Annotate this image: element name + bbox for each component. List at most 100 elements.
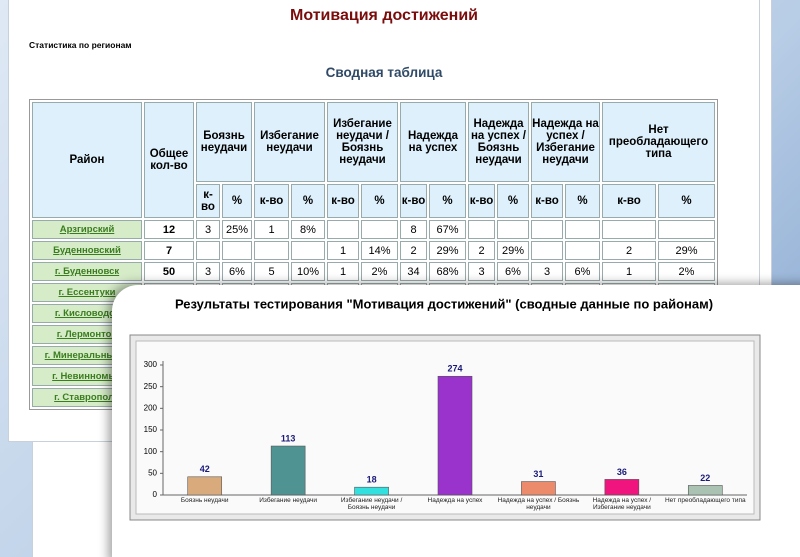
x-tick-label: Надежда на успех / Боязнь неудачи: [497, 497, 580, 511]
header-cell: к-во: [468, 184, 495, 218]
table-cell: [361, 220, 398, 239]
bar: [604, 479, 640, 496]
table-cell: 6%: [497, 262, 529, 281]
header-cell: к-во: [602, 184, 656, 218]
y-tick-label: 300: [144, 360, 158, 369]
x-label-box: Надежда на успех / Боязнь неудачи: [497, 497, 580, 511]
value-label: 18: [367, 475, 377, 485]
header-cell: Боязнь неудачи: [196, 102, 252, 182]
x-label-box: Надежда на успех: [427, 497, 483, 504]
table-row: к-во% к-во% к-во% к-во% к-во% к-во% к-во%: [32, 184, 715, 218]
table-cell: 29%: [497, 241, 529, 260]
value-label: 31: [533, 469, 543, 479]
y-tick-label: 0: [153, 490, 158, 499]
x-tick-label: Надежда на успех: [427, 497, 483, 504]
chart: Результаты тестирования "Мотивация дости…: [129, 296, 761, 521]
table-cell: 12: [144, 220, 194, 239]
y-tick-label: 50: [148, 468, 157, 477]
table-cell: 10%: [291, 262, 325, 281]
header-cell: %: [429, 184, 466, 218]
header-cell: к-во: [531, 184, 563, 218]
table-cell: [565, 220, 600, 239]
header-cell: Надежда на успех: [400, 102, 466, 182]
y-tick-label: 250: [144, 382, 158, 391]
table-cell: [565, 241, 600, 260]
table-cell: [531, 220, 563, 239]
table-row: Буденновский 7 1 14% 2 29% 2 29% 2 29%: [32, 241, 715, 260]
x-tick-label: Избегание неудачи / Боязнь неудачи: [340, 497, 403, 511]
table-cell: 29%: [658, 241, 715, 260]
header-cell: Избегание неудачи / Боязнь неудачи: [327, 102, 398, 182]
table-cell: 1: [254, 220, 289, 239]
header-cell: к-во: [400, 184, 427, 218]
table-cell: [602, 220, 656, 239]
table-cell: 6%: [565, 262, 600, 281]
table-cell: 8%: [291, 220, 325, 239]
x-label-box: Нет преобладающего типа: [664, 497, 746, 504]
header-cell: Район: [32, 102, 142, 218]
value-label: 274: [447, 364, 462, 374]
x-label-box: Избегание неудачи / Боязнь неудачи: [340, 497, 403, 511]
table-cell: [658, 220, 715, 239]
bar: [270, 445, 306, 496]
x-label-box: Боязнь неудачи: [180, 497, 229, 504]
header-cell: Надежда на успех / Избегание неудачи: [531, 102, 600, 182]
y-tick-label: 150: [144, 425, 158, 434]
bar: [687, 485, 723, 496]
table-cell: 2%: [658, 262, 715, 281]
table-cell: 8: [400, 220, 427, 239]
table-row: г. Буденновск 50 3 6% 5 10% 1 2% 34 68% 3 6% 3 6% 1 2%: [32, 262, 715, 281]
header-cell: к-во: [196, 184, 220, 218]
table-cell: 3: [531, 262, 563, 281]
y-tick-label: 200: [144, 403, 158, 412]
x-tick-label: Избегание неудачи: [259, 497, 318, 504]
header-cell: к-во: [254, 184, 289, 218]
page-title: Мотивация достижений: [289, 7, 478, 24]
table-cell: 29%: [429, 241, 466, 260]
header-cell: %: [497, 184, 529, 218]
table-cell: 2: [602, 241, 656, 260]
table-cell: [468, 220, 495, 239]
x-tick-label: Нет преобладающего типа: [664, 497, 746, 504]
x-tick-label: Боязнь неудачи: [180, 497, 229, 504]
table-cell: [254, 241, 289, 260]
table-cell: 34: [400, 262, 427, 281]
table-cell: 6%: [222, 262, 252, 281]
bar: [437, 375, 473, 496]
table-cell: 25%: [222, 220, 252, 239]
table-cell: 50: [144, 262, 194, 281]
table-cell: [196, 241, 220, 260]
x-tick-label: Надежда на успех / Избегание неудачи: [592, 497, 652, 511]
header-cell: %: [658, 184, 715, 218]
table-cell: 67%: [429, 220, 466, 239]
district-link[interactable]: Арзгирский: [32, 220, 142, 239]
table-cell: 3: [196, 220, 220, 239]
table-row: Арзгирский 12 3 25% 1 8% 8 67%: [32, 220, 715, 239]
header-cell: Надежда на успех / Боязнь неудачи: [468, 102, 529, 182]
page-subtitle: Статистика по регионам: [29, 40, 132, 50]
bar: [354, 486, 389, 496]
header-cell: %: [291, 184, 325, 218]
table-cell: [291, 241, 325, 260]
table-cell: 2%: [361, 262, 398, 281]
table-cell: [327, 220, 359, 239]
table-cell: 2: [468, 241, 495, 260]
x-label-box: Надежда на успех / Избегание неудачи: [592, 497, 652, 511]
header-cell: Общее кол-во: [144, 102, 194, 218]
table-cell: 3: [196, 262, 220, 281]
district-link[interactable]: Буденновский: [32, 241, 142, 260]
y-tick-label: 100: [144, 447, 158, 456]
value-label: 22: [700, 473, 710, 483]
bar: [521, 481, 556, 496]
header-cell: Избегание неудачи: [254, 102, 325, 182]
table-cell: 5: [254, 262, 289, 281]
table-row: Район Общее кол-во Боязнь неудачи Избегание…: [32, 102, 715, 218]
table-cell: 1: [327, 262, 359, 281]
district-link[interactable]: г. Буденновск: [32, 262, 142, 281]
table-cell: 68%: [429, 262, 466, 281]
value-label: 113: [281, 433, 296, 443]
header-cell: %: [361, 184, 398, 218]
table-title: Сводная таблица: [325, 65, 443, 80]
header-cell: Нет преобладающего типа: [602, 102, 715, 182]
table-cell: [497, 220, 529, 239]
